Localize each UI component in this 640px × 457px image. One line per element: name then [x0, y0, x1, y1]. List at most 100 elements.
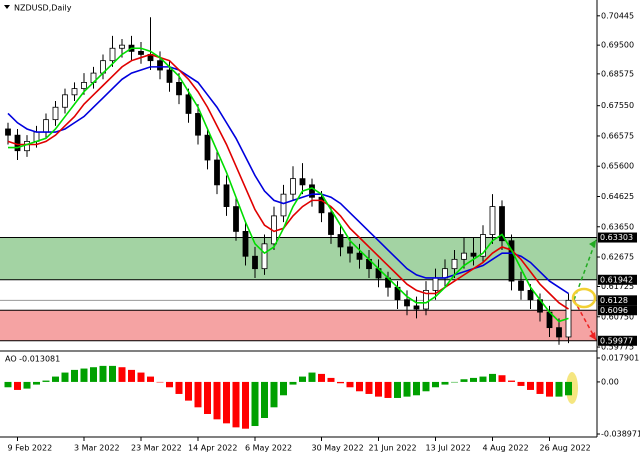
ao-bar: [128, 369, 135, 382]
ao-bar: [384, 381, 392, 398]
ao-bar: [346, 381, 354, 388]
indicator-tick-label: 0.017901: [601, 354, 639, 363]
ao-bar: [14, 381, 21, 390]
ao-bar: [337, 381, 344, 384]
ao-bar: [118, 367, 126, 382]
ao-bar: [232, 381, 240, 428]
ao-bar: [109, 365, 116, 382]
ao-bar: [460, 379, 468, 382]
ao-bar: [166, 381, 173, 388]
y-tick-label: 0.62675: [601, 253, 634, 262]
candle-body: [223, 184, 230, 207]
ao-bar: [99, 365, 107, 382]
x-tick-label: 4 Aug 2022: [483, 444, 529, 453]
ao-bar: [498, 375, 506, 382]
ao-bar: [565, 381, 572, 396]
ao-bar: [546, 381, 553, 397]
y-tick-label: 0.64625: [601, 192, 634, 201]
candle-body: [5, 128, 11, 136]
title-icon: [4, 5, 10, 9]
y-tick-label: 0.69500: [601, 41, 634, 50]
candle-body: [404, 299, 410, 307]
level-label-box: [598, 305, 637, 316]
x-tick-label: 21 Jun 2022: [369, 444, 417, 453]
ao-bar: [413, 381, 420, 396]
x-tick-label: 14 Apr 2022: [188, 444, 237, 453]
candle-body: [52, 106, 59, 121]
ao-bar: [270, 381, 278, 408]
down-arrow-head: [589, 332, 596, 340]
candle-body: [413, 305, 420, 310]
ao-bar: [517, 381, 525, 386]
candle-body: [233, 206, 239, 232]
ao-bar: [356, 381, 363, 392]
zone: [0, 310, 597, 341]
candle-body: [423, 289, 429, 310]
level-label: 0.6128: [600, 296, 628, 305]
y-tick-label: 0.63650: [601, 222, 634, 231]
ao-bar: [318, 373, 325, 382]
zones: [0, 237, 597, 342]
x-tick-label: 26 Aug 2022: [540, 444, 591, 453]
ao-bar: [280, 381, 287, 396]
ao-bar: [223, 381, 230, 424]
candle-body: [480, 234, 486, 257]
candle-body: [242, 231, 249, 257]
candle-body: [261, 243, 268, 270]
candle-body: [166, 69, 173, 83]
level-label-box: [598, 295, 637, 306]
ao-bar: [185, 381, 192, 401]
ao-bar: [299, 376, 306, 382]
candle-body: [176, 82, 182, 96]
candle-body: [214, 159, 220, 186]
ao-bar: [204, 381, 211, 414]
y-tick-label: 0.61725: [601, 282, 634, 291]
level-label: 0.63303: [600, 233, 633, 242]
candle-body: [252, 255, 258, 270]
chart-title: NZDUSD,Daily: [14, 4, 72, 13]
ao-bar: [213, 381, 221, 420]
candle-body: [157, 60, 163, 71]
ao-bar: [251, 381, 259, 427]
candle-body: [195, 113, 201, 136]
ao-bar: [403, 381, 411, 397]
ao-bar: [147, 376, 154, 382]
candle-body: [138, 50, 144, 55]
ao-bar: [470, 377, 477, 382]
candle-body: [508, 240, 515, 282]
y-tick-label: 0.68575: [601, 69, 634, 78]
plot: [5, 17, 572, 345]
x-tick-label: 9 Feb 2022: [8, 444, 53, 453]
ao-bar: [375, 381, 382, 397]
candle-body: [499, 206, 505, 242]
ao-bar: [479, 376, 487, 382]
moving-average: [8, 47, 569, 323]
indicator-tick-label: 0.00: [601, 377, 619, 386]
ao-bar: [61, 372, 69, 382]
ao-bar: [394, 381, 401, 398]
candle-body: [119, 44, 125, 49]
candle-body: [280, 193, 287, 217]
candle-body: [109, 47, 116, 62]
candle-body: [318, 196, 325, 214]
x-tick-label: 6 May 2022: [245, 444, 292, 453]
candle-body: [299, 178, 306, 186]
candle-body: [337, 234, 344, 248]
level-label-box: [598, 274, 637, 285]
ao-bar: [52, 376, 59, 382]
ao-bar: [90, 367, 97, 382]
candle-body: [527, 289, 534, 301]
candle-body: [518, 280, 524, 291]
level-label: 0.59977: [600, 336, 633, 345]
indicator-label: AO -0.013081: [5, 355, 60, 364]
candle-body: [309, 184, 315, 198]
ao-bar: [527, 381, 534, 390]
candle-body: [185, 94, 192, 114]
candle-body: [328, 212, 334, 235]
moving-average: [7, 53, 569, 310]
ao-bar: [175, 381, 183, 394]
level-label: 0.6096: [600, 306, 628, 315]
ao-bar: [156, 381, 164, 383]
candle-body: [24, 140, 30, 152]
y-tick-label: 0.66575: [601, 131, 634, 140]
